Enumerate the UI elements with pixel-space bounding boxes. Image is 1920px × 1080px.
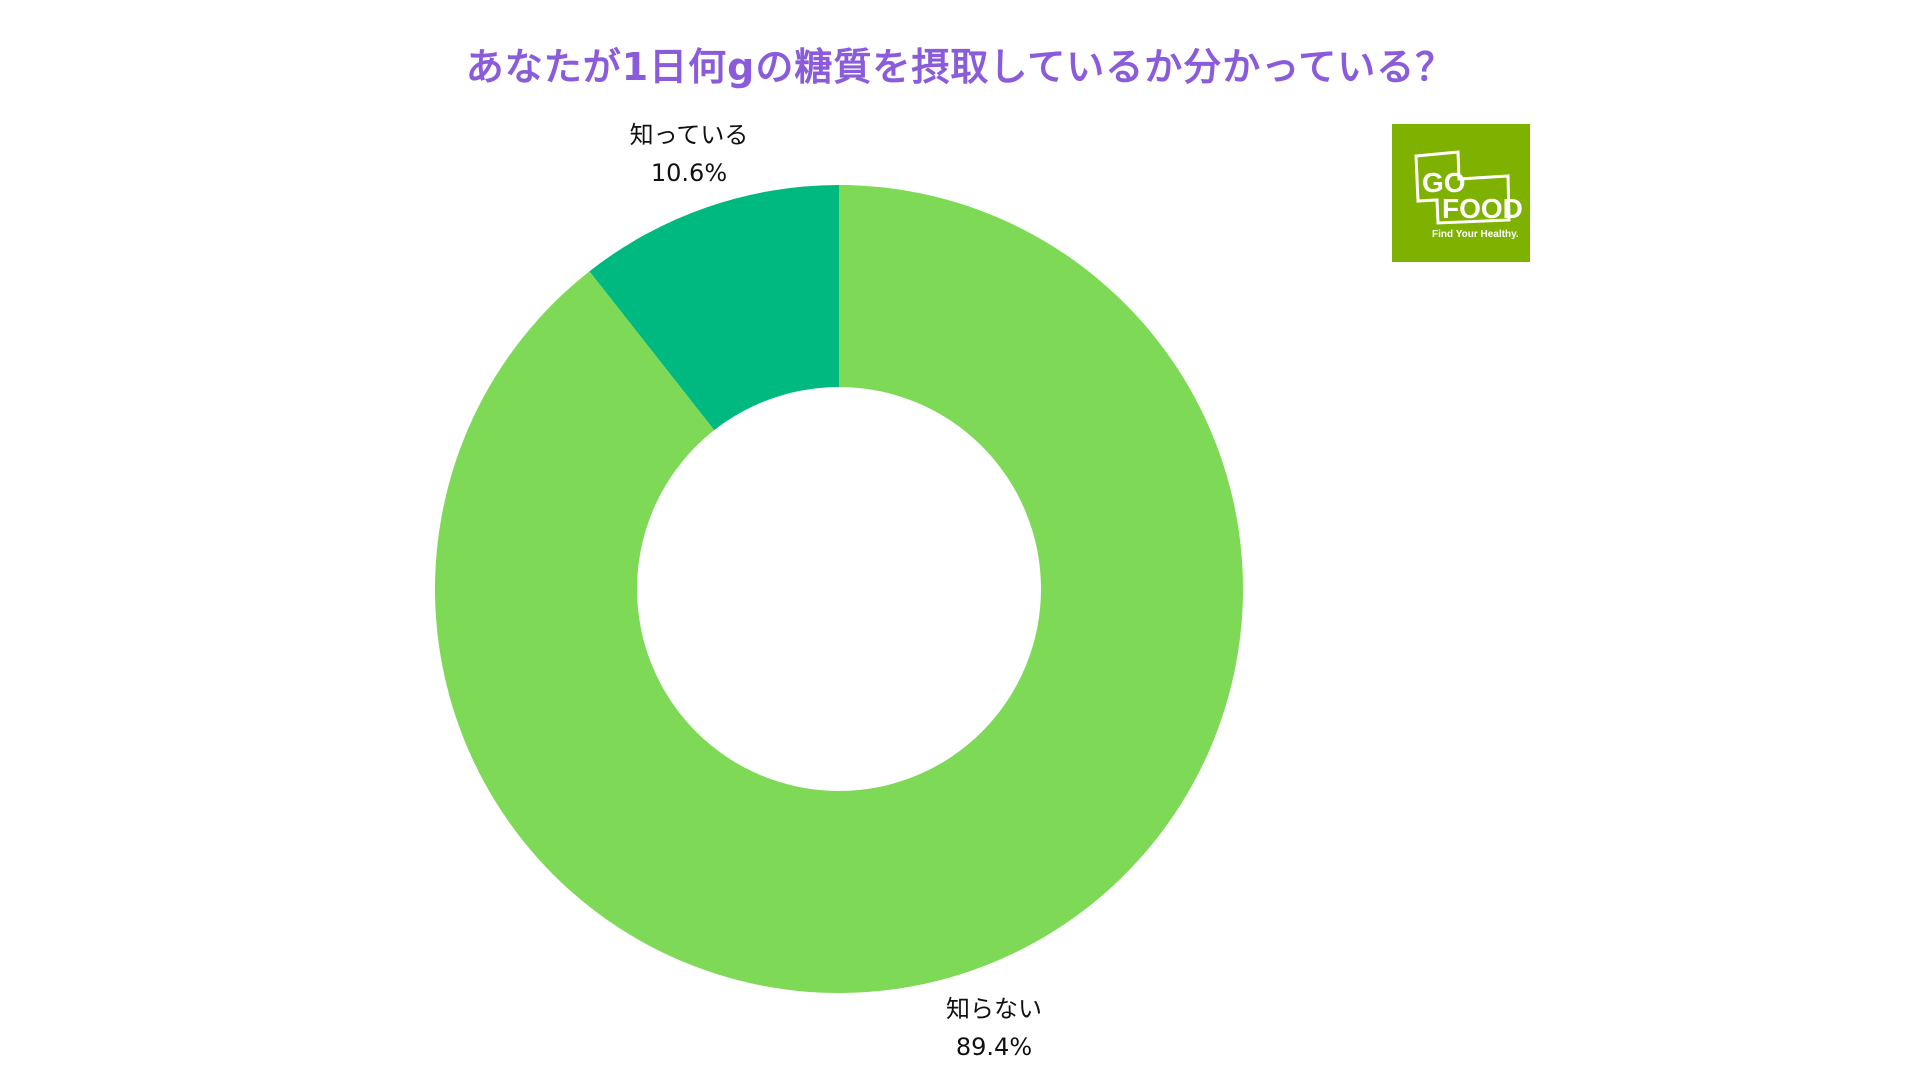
label-known-value: 10.6%: [650, 159, 728, 187]
label-unknown: 知らない 89.4%: [874, 990, 1114, 1066]
label-unknown-value: 89.4%: [955, 1033, 1033, 1061]
label-known: 知っている 10.6%: [569, 116, 809, 192]
donut-hole: [637, 387, 1041, 791]
gofood-logo-mark: GO FOOD Find Your Healthy.: [1414, 150, 1523, 240]
label-known-name: 知っている: [629, 121, 749, 149]
label-unknown-name: 知らない: [946, 995, 1042, 1023]
svg-text:Find Your Healthy.: Find Your Healthy.: [1432, 229, 1519, 240]
svg-text:GO: GO: [1422, 167, 1466, 198]
gofood-logo: GO FOOD Find Your Healthy.: [1392, 124, 1530, 262]
chart-title: あなたが1日何gの糖質を摂取しているか分かっている？: [465, 45, 1455, 89]
svg-text:FOOD: FOOD: [1442, 193, 1523, 224]
